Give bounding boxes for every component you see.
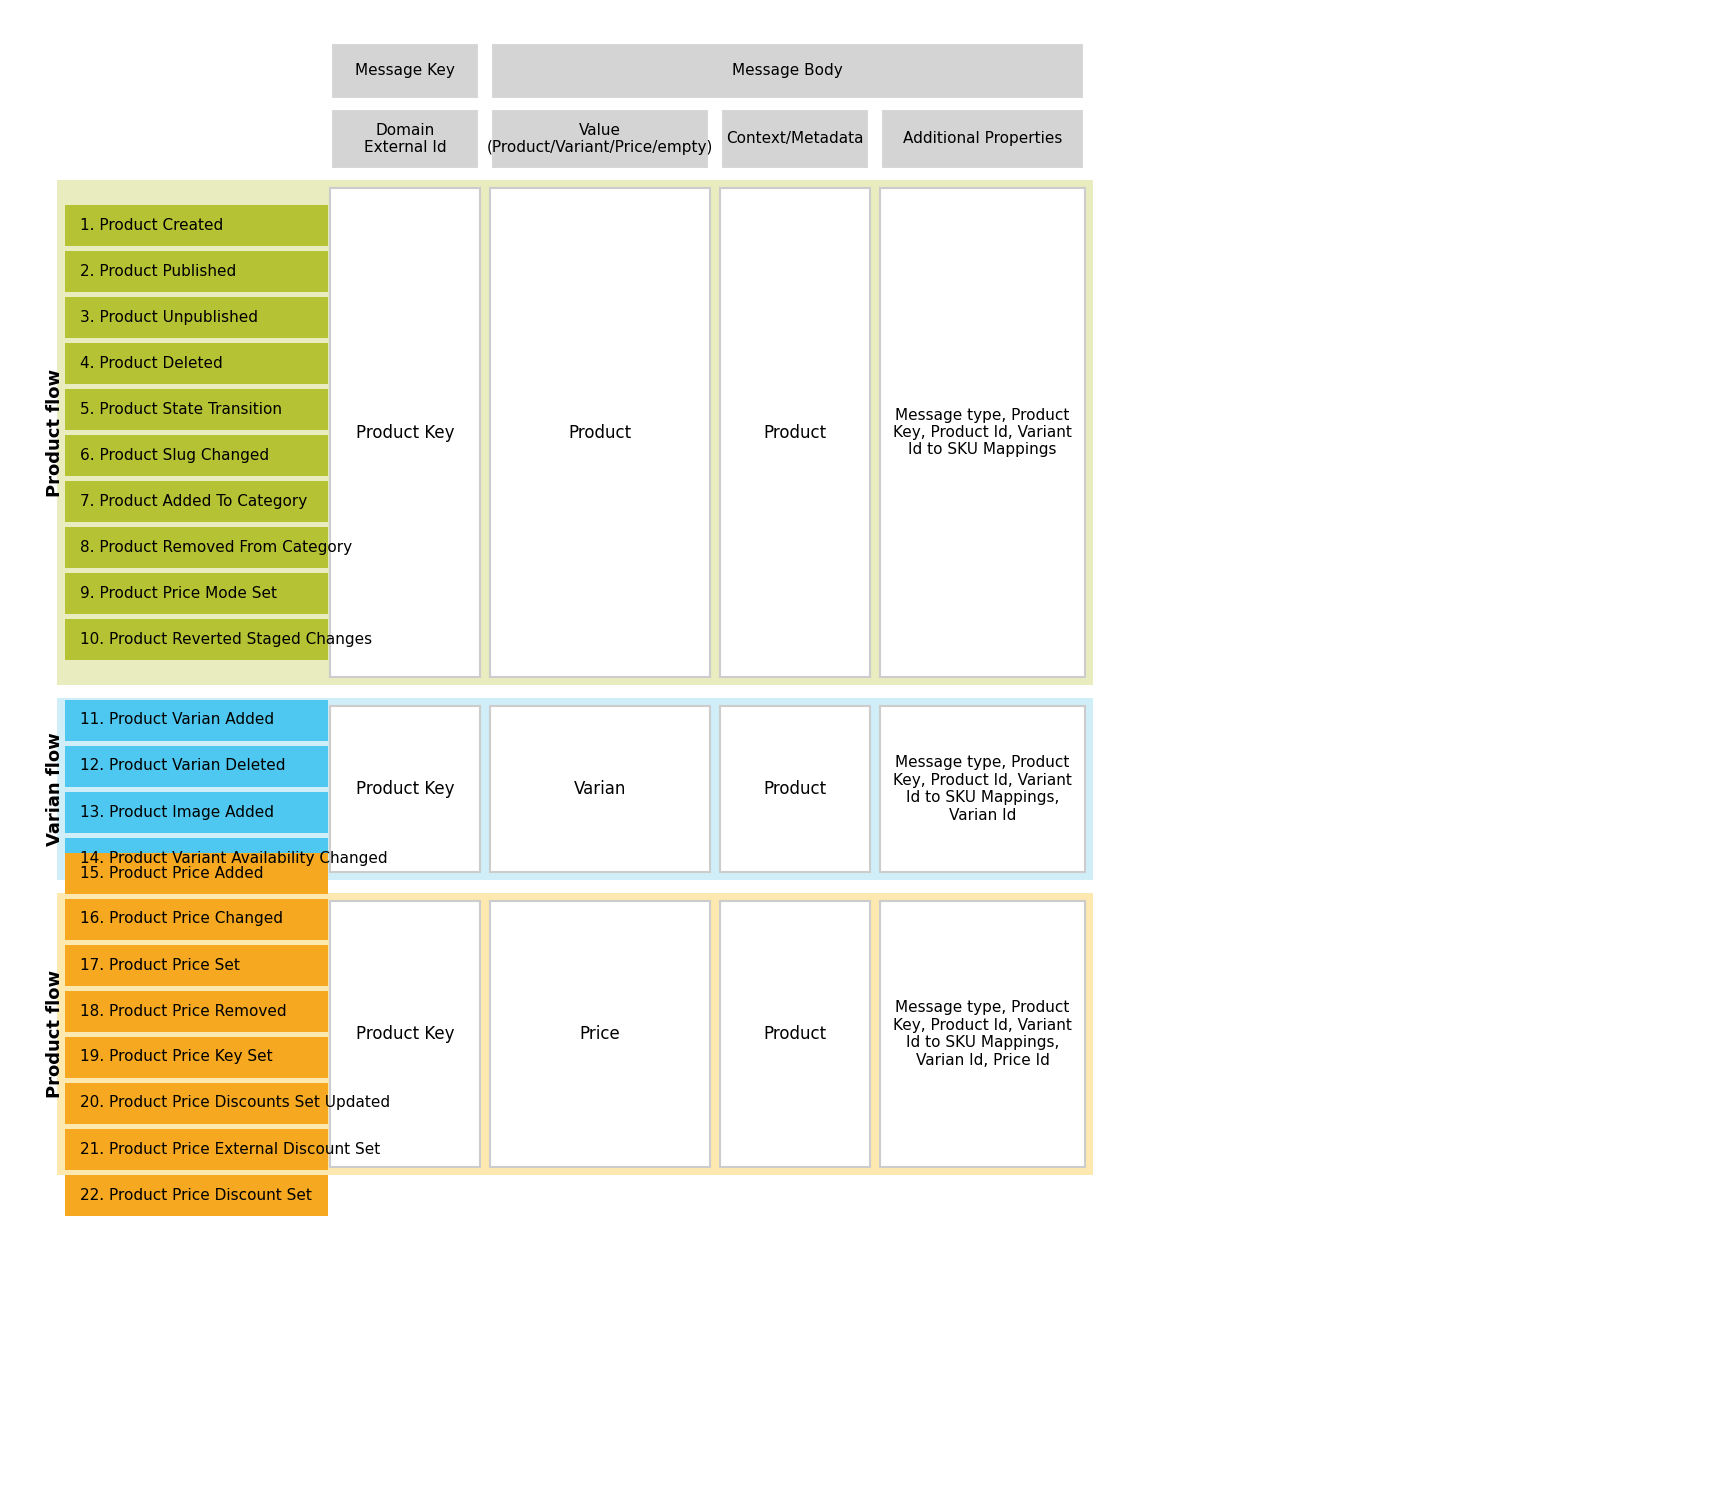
Text: Domain
External Id: Domain External Id bbox=[363, 122, 446, 156]
Text: 5. Product State Transition: 5. Product State Transition bbox=[80, 402, 282, 417]
Text: Product: Product bbox=[763, 423, 827, 442]
Bar bbox=[720, 706, 870, 872]
Bar bbox=[66, 481, 329, 522]
Bar bbox=[330, 706, 479, 872]
Bar bbox=[881, 706, 1085, 872]
Text: Product: Product bbox=[763, 1025, 827, 1043]
Text: Context/Metadata: Context/Metadata bbox=[727, 132, 863, 147]
Text: Price: Price bbox=[580, 1025, 621, 1043]
Bar bbox=[66, 1128, 329, 1169]
Text: 8. Product Removed From Category: 8. Product Removed From Category bbox=[80, 540, 353, 555]
Bar bbox=[66, 700, 329, 741]
Bar bbox=[66, 990, 329, 1031]
Bar bbox=[66, 1175, 329, 1216]
Text: Value
(Product/Variant/Price/empty): Value (Product/Variant/Price/empty) bbox=[486, 122, 713, 156]
Text: 3. Product Unpublished: 3. Product Unpublished bbox=[80, 310, 258, 325]
Text: Message Body: Message Body bbox=[732, 64, 843, 79]
Bar bbox=[330, 107, 479, 169]
Text: Varian flow: Varian flow bbox=[47, 732, 64, 845]
Bar bbox=[57, 180, 1093, 685]
Bar bbox=[490, 901, 709, 1167]
Text: 19. Product Price Key Set: 19. Product Price Key Set bbox=[80, 1049, 273, 1064]
Bar bbox=[330, 42, 479, 100]
Text: 20. Product Price Discounts Set Updated: 20. Product Price Discounts Set Updated bbox=[80, 1096, 391, 1110]
Bar bbox=[66, 745, 329, 786]
Text: 7. Product Added To Category: 7. Product Added To Category bbox=[80, 494, 308, 510]
Text: 2. Product Published: 2. Product Published bbox=[80, 265, 237, 280]
Text: Varian: Varian bbox=[574, 780, 626, 798]
Bar bbox=[66, 1037, 329, 1078]
Bar bbox=[66, 945, 329, 986]
Text: 12. Product Varian Deleted: 12. Product Varian Deleted bbox=[80, 759, 285, 774]
Text: 22. Product Price Discount Set: 22. Product Price Discount Set bbox=[80, 1187, 311, 1202]
Text: Product flow: Product flow bbox=[47, 969, 64, 1098]
Text: 15. Product Price Added: 15. Product Price Added bbox=[80, 865, 263, 880]
Text: 21. Product Price External Discount Set: 21. Product Price External Discount Set bbox=[80, 1142, 381, 1157]
Bar bbox=[66, 296, 329, 339]
Text: Product: Product bbox=[763, 780, 827, 798]
Text: 9. Product Price Mode Set: 9. Product Price Mode Set bbox=[80, 587, 277, 600]
Text: 13. Product Image Added: 13. Product Image Added bbox=[80, 804, 273, 820]
Bar bbox=[720, 901, 870, 1167]
Bar bbox=[490, 706, 709, 872]
Bar bbox=[720, 107, 870, 169]
Text: 10. Product Reverted Staged Changes: 10. Product Reverted Staged Changes bbox=[80, 632, 372, 647]
Bar bbox=[66, 206, 329, 246]
Text: 11. Product Varian Added: 11. Product Varian Added bbox=[80, 712, 273, 727]
Bar bbox=[330, 187, 479, 677]
Text: Product Key: Product Key bbox=[356, 1025, 455, 1043]
Text: 17. Product Price Set: 17. Product Price Set bbox=[80, 957, 240, 972]
Text: Product Key: Product Key bbox=[356, 423, 455, 442]
Bar bbox=[66, 389, 329, 429]
Bar bbox=[490, 187, 709, 677]
Bar bbox=[66, 838, 329, 878]
Bar bbox=[66, 435, 329, 476]
Text: 6. Product Slug Changed: 6. Product Slug Changed bbox=[80, 448, 270, 463]
Text: Product Key: Product Key bbox=[356, 780, 455, 798]
Text: Message Key: Message Key bbox=[355, 64, 455, 79]
Text: Product: Product bbox=[569, 423, 631, 442]
Bar bbox=[66, 1083, 329, 1123]
Bar bbox=[330, 901, 479, 1167]
Bar bbox=[66, 573, 329, 614]
Bar bbox=[57, 699, 1093, 880]
Bar bbox=[490, 107, 709, 169]
Bar bbox=[66, 528, 329, 569]
Bar bbox=[66, 618, 329, 661]
Text: 16. Product Price Changed: 16. Product Price Changed bbox=[80, 912, 284, 927]
Bar bbox=[881, 187, 1085, 677]
Text: Message type, Product
Key, Product Id, Variant
Id to SKU Mappings,
Varian Id: Message type, Product Key, Product Id, V… bbox=[893, 756, 1073, 823]
Text: Message type, Product
Key, Product Id, Variant
Id to SKU Mappings,
Varian Id, Pr: Message type, Product Key, Product Id, V… bbox=[893, 1001, 1073, 1067]
Bar bbox=[66, 343, 329, 384]
Text: Additional Properties: Additional Properties bbox=[903, 132, 1062, 147]
Bar bbox=[490, 42, 1085, 100]
Bar bbox=[66, 791, 329, 833]
Text: 18. Product Price Removed: 18. Product Price Removed bbox=[80, 1004, 287, 1019]
Bar bbox=[66, 853, 329, 894]
Text: 1. Product Created: 1. Product Created bbox=[80, 218, 223, 233]
Text: 14. Product Variant Availability Changed: 14. Product Variant Availability Changed bbox=[80, 850, 388, 865]
Bar bbox=[720, 187, 870, 677]
Bar bbox=[66, 251, 329, 292]
Bar bbox=[881, 901, 1085, 1167]
Bar bbox=[57, 894, 1093, 1175]
Text: Product flow: Product flow bbox=[47, 369, 64, 496]
Bar bbox=[881, 107, 1085, 169]
Text: 4. Product Deleted: 4. Product Deleted bbox=[80, 355, 223, 370]
Text: Message type, Product
Key, Product Id, Variant
Id to SKU Mappings: Message type, Product Key, Product Id, V… bbox=[893, 408, 1073, 458]
Bar bbox=[66, 898, 329, 939]
